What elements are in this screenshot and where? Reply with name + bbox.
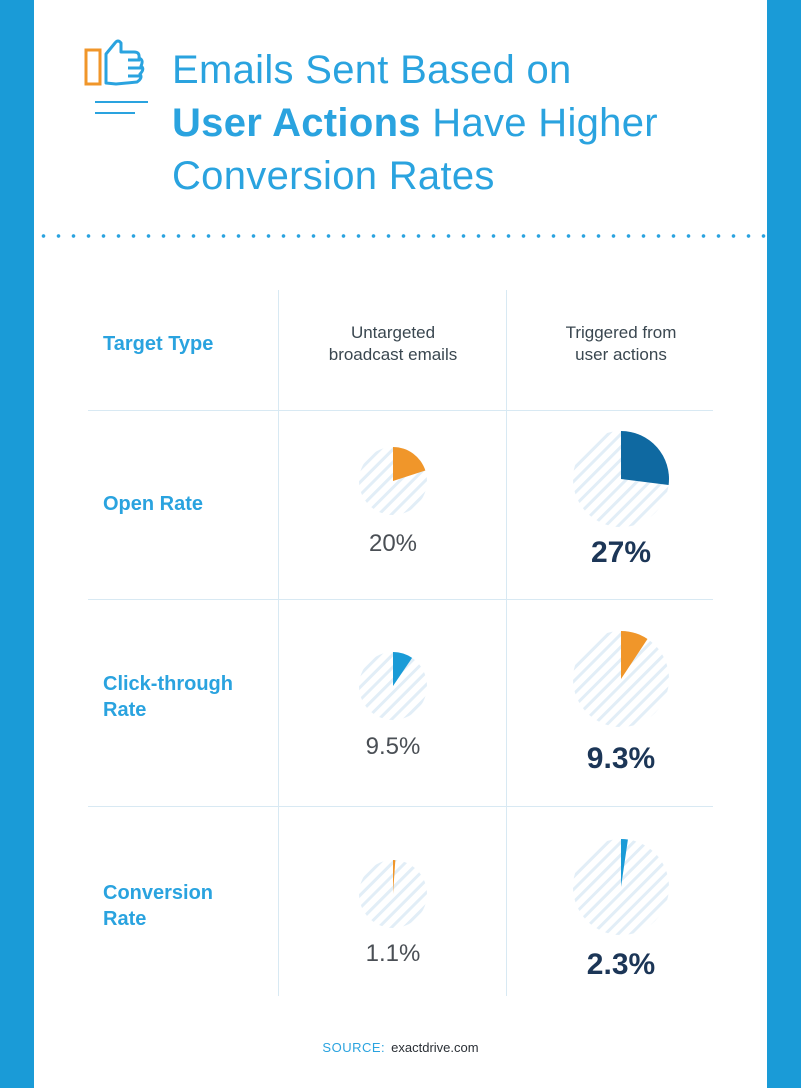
column-header-line: broadcast emails <box>328 345 458 364</box>
pie-click-through-untargeted <box>359 652 427 720</box>
title-bold-phrase: User Actions <box>172 101 421 145</box>
row-label-line: Conversion <box>103 882 214 904</box>
pie-slice <box>621 839 628 887</box>
value-click-through-untargeted: 9.5% <box>365 733 421 760</box>
row-label-open-rate: Open Rate <box>103 491 273 517</box>
dotted-divider <box>36 234 766 238</box>
corner-header: Target Type <box>103 333 214 355</box>
title-line-3: Conversion Rates <box>172 154 495 198</box>
pie-slice <box>621 431 669 486</box>
column-header-untargeted: Untargeted broadcast emails <box>279 322 507 366</box>
row-label-line: Rate <box>103 908 147 930</box>
pie-slice <box>393 860 396 894</box>
column-header-triggered: Triggered from user actions <box>507 322 735 366</box>
value-conversion-untargeted: 1.1% <box>365 940 421 967</box>
row-label-conversion-rate: Conversion Rate <box>103 880 273 932</box>
right-side-bar <box>767 0 801 1088</box>
row-label-line: Click-through <box>103 673 233 695</box>
row-divider-2 <box>88 599 713 600</box>
thumbs-up-icon <box>84 39 148 114</box>
row-divider-1 <box>88 410 713 411</box>
source-label: SOURCE: <box>322 1040 386 1055</box>
column-header-line: user actions <box>575 345 667 364</box>
pie-open-rate-triggered <box>573 431 669 527</box>
title-line-2-rest: Have Higher <box>420 101 658 145</box>
pie-conversion-triggered <box>573 839 669 935</box>
row-label-line: Rate <box>103 699 147 721</box>
pie-slice <box>621 631 648 679</box>
pie-slice <box>393 652 413 686</box>
pie-open-rate-untargeted <box>359 447 427 515</box>
column-header-line: Untargeted <box>350 323 436 342</box>
value-open-rate-untargeted: 20% <box>368 530 418 557</box>
title-line-1: Emails Sent Based on <box>172 48 572 92</box>
pie-slice <box>393 447 426 481</box>
pie-click-through-triggered <box>573 631 669 727</box>
source-line: SOURCE: exactdrive.com <box>0 1040 801 1055</box>
value-open-rate-triggered: 27% <box>590 536 652 569</box>
column-header-line: Triggered from <box>565 323 677 342</box>
pie-conversion-untargeted <box>359 860 427 928</box>
value-click-through-triggered: 9.3% <box>586 742 656 775</box>
source-value: exactdrive.com <box>391 1040 479 1055</box>
row-divider-3 <box>88 806 713 807</box>
row-label-click-through-rate: Click-through Rate <box>103 671 273 723</box>
page-title: Emails Sent Based on User Actions Have H… <box>172 44 752 203</box>
title-line-2: User Actions Have Higher <box>172 97 752 150</box>
left-side-bar <box>0 0 34 1088</box>
column-divider-1 <box>278 290 279 996</box>
column-divider-2 <box>506 290 507 996</box>
value-conversion-triggered: 2.3% <box>586 948 656 981</box>
row-label-line: Open Rate <box>103 493 204 515</box>
